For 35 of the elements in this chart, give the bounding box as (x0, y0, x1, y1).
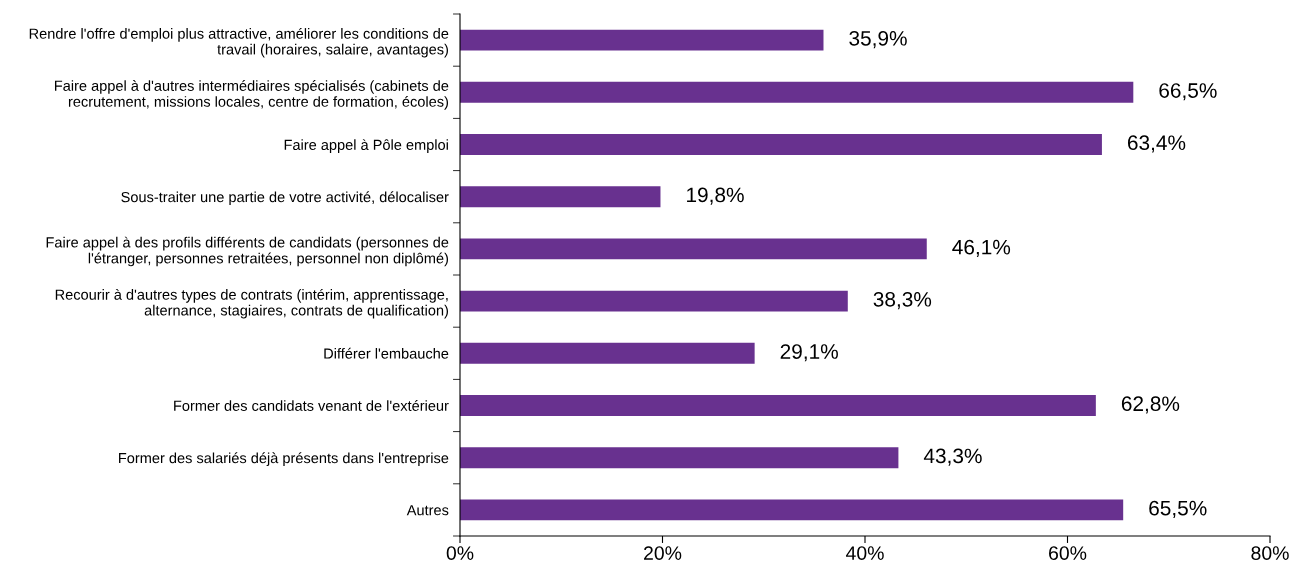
data-label: 62,8% (1121, 396, 1180, 414)
data-label: 29,1% (780, 344, 838, 362)
data-label: 66,5% (1159, 83, 1217, 101)
y-tick-label: Faire appel à des profils différents de candidats (personnes de l'étranger, personnes retraitées, personnel non diplômé) (46, 236, 449, 267)
bar (460, 81, 1134, 103)
data-label: 35,9% (849, 30, 907, 49)
bar (460, 395, 1096, 416)
y-tick-label: Faire appel à d'autres intermédiaires spécialisés (cabinets de recrutement, missions locales, centre de formation, écoles) (55, 80, 449, 110)
y-tick-label: Sous-traiter une partie de votre activité, délocaliser (121, 191, 449, 206)
bar (460, 499, 1124, 521)
bar (460, 447, 899, 469)
y-tick-label: Former des salariés déjà présents dans l'entreprise (119, 452, 449, 467)
x-tick-label: 40% (845, 546, 884, 560)
data-label: 38,3% (873, 291, 932, 310)
data-label: 19,8% (687, 187, 744, 205)
bar (460, 29, 824, 51)
data-label: 63,4% (1127, 135, 1186, 153)
data-label: 43,3% (923, 448, 982, 466)
x-tick-label: 20% (644, 546, 682, 560)
x-tick-label: 0% (446, 546, 474, 560)
data-label: 65,5% (1149, 500, 1207, 518)
bar (460, 238, 927, 260)
bar (460, 290, 848, 312)
bar (460, 342, 755, 364)
y-tick-label: Différer l'embauche (324, 347, 449, 359)
y-tick-label: Former des candidats venant de l'extérieur (174, 400, 449, 411)
data-label: 46,1% (952, 239, 1011, 257)
x-tick-label: 60% (1049, 546, 1087, 560)
x-tick-label: 80% (1251, 546, 1289, 560)
y-tick-label: Recourir à d'autres types de contrats (intérim, apprentissage, alternance, stagiaires, contrats de qualification) (55, 288, 449, 319)
bar (460, 186, 661, 208)
y-tick-label: Faire appel à Pôle emploi (284, 139, 448, 153)
y-tick-label: Rendre l'offre d'emploi plus attractive, améliorer les conditions de travail (horaires, salaire, avantages) (29, 27, 449, 58)
bar (460, 134, 1102, 155)
y-tick-label: Autres (406, 505, 449, 516)
